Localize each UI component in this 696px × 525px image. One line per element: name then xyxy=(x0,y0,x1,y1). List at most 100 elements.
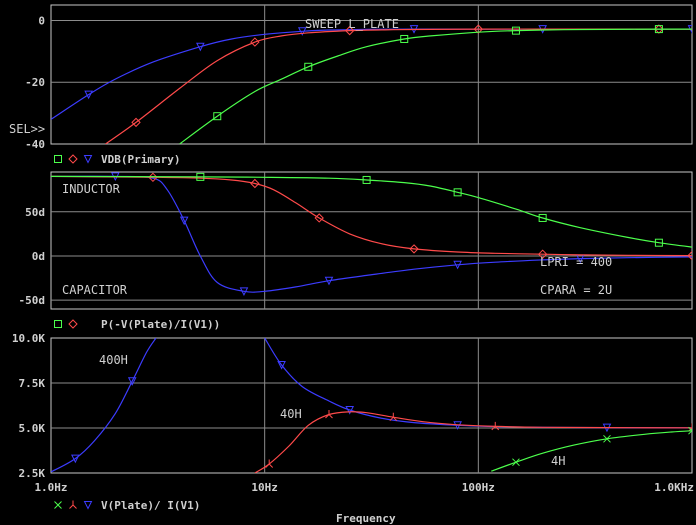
panel3-grid xyxy=(50,337,693,474)
panel1-legend-text: VDB(Primary) xyxy=(101,153,180,166)
series-marker-green xyxy=(213,112,222,121)
x-tick-label: 1.0KHz xyxy=(654,481,694,494)
series-marker-red xyxy=(687,250,692,261)
series-marker-green xyxy=(538,213,547,222)
annotation-cpara: CPARA = 2U xyxy=(540,283,612,297)
series-line-blue xyxy=(51,175,692,293)
series-marker-red xyxy=(409,244,419,254)
x-axis-ticks: 1.0Hz 10Hz 100Hz 1.0KHz xyxy=(34,481,694,494)
panel2-y-ticks: 50d 0d -50d xyxy=(19,206,46,307)
series-line-green xyxy=(51,175,692,248)
series-marker-green xyxy=(362,175,371,184)
y-tick-label: 7.5K xyxy=(19,377,46,390)
series-marker-red xyxy=(250,37,260,47)
panel3-series xyxy=(51,338,692,473)
series-marker-blue xyxy=(345,406,355,415)
legend-marker-red xyxy=(68,154,78,164)
panel-frame xyxy=(50,4,693,145)
series-marker-green xyxy=(688,426,692,435)
series-marker-green xyxy=(196,172,205,181)
panel1-legend xyxy=(54,154,93,164)
series-marker-blue xyxy=(127,377,137,386)
series-marker-red xyxy=(265,459,274,468)
series-line-red xyxy=(254,411,692,473)
panel3-y-ticks: 10.0K 7.5K 5.0K 2.5K xyxy=(12,332,45,480)
series-marker-red xyxy=(537,249,548,259)
series-marker-blue xyxy=(277,361,286,370)
annotation-inductor: INDUCTOR xyxy=(62,182,121,196)
x-tick-label: 100Hz xyxy=(462,481,495,494)
series-marker-green xyxy=(654,25,663,34)
panel1-series xyxy=(51,24,692,144)
series-marker-red xyxy=(325,410,333,419)
panel2-grid xyxy=(50,171,693,310)
legend-marker-green xyxy=(54,320,62,328)
series-marker-green xyxy=(511,26,520,35)
series-marker-green xyxy=(453,188,462,197)
y-tick-label: 5.0K xyxy=(19,422,46,435)
series-marker-blue xyxy=(239,287,249,296)
series-marker-blue xyxy=(71,454,80,464)
series-marker-green xyxy=(654,238,663,247)
chart-title: SWEEP L_PLATE xyxy=(305,17,399,31)
y-tick-label: 2.5K xyxy=(19,467,46,480)
panel-vdb: 0 -20 -40 SWEEP L_PLATE SEL>> VDB(Primary) xyxy=(9,4,693,166)
legend-marker-blue xyxy=(83,155,93,164)
legend-marker-red xyxy=(68,319,78,329)
series-marker-green xyxy=(603,434,611,443)
y-tick-label: -40 xyxy=(25,138,45,151)
y-tick-label: 0 xyxy=(38,14,45,27)
series-marker-red xyxy=(491,421,500,431)
annotation-400h: 400H xyxy=(99,353,128,367)
series-line-red xyxy=(51,175,692,257)
series-marker-red xyxy=(473,24,484,34)
series-group xyxy=(51,24,692,144)
series-marker-red xyxy=(344,25,355,36)
panel-impedance: 10.0K 7.5K 5.0K 2.5K 1.0Hz 10Hz 100Hz 1.0KHz 4… xyxy=(12,332,694,525)
legend-marker-blue xyxy=(83,501,93,510)
series-group xyxy=(51,172,692,296)
x-tick-label: 1.0Hz xyxy=(34,481,67,494)
y-tick-label: -20 xyxy=(25,76,45,89)
panel1-y-ticks: 0 -20 -40 xyxy=(25,14,45,151)
y-tick-label: 50d xyxy=(25,206,45,219)
y-tick-label: 10.0K xyxy=(12,332,45,345)
legend-marker-red xyxy=(69,500,77,509)
annotation-lpri: LPRI = 400 xyxy=(540,255,612,269)
x-axis-label: Frequency xyxy=(336,512,396,525)
annotation-4h: 4H xyxy=(551,454,565,468)
series-group xyxy=(51,338,692,473)
panel-frame xyxy=(50,171,693,310)
series-marker-blue xyxy=(297,27,307,36)
series-marker-green xyxy=(304,62,313,71)
series-marker-blue xyxy=(179,216,189,226)
annotation-capacitor: CAPACITOR xyxy=(62,283,128,297)
series-marker-red xyxy=(389,412,398,422)
series-marker-red xyxy=(314,213,324,223)
y-tick-label: -50d xyxy=(19,294,46,307)
series-marker-green xyxy=(400,34,409,43)
series-marker-blue xyxy=(196,42,205,52)
series-line-green xyxy=(491,430,692,472)
x-tick-label: 10Hz xyxy=(251,481,278,494)
legend-marker-green xyxy=(54,155,62,163)
series-marker-red xyxy=(131,117,141,128)
series-marker-blue xyxy=(324,276,334,286)
panel2-series xyxy=(51,172,692,296)
panel2-legend xyxy=(54,319,78,329)
selector-label[interactable]: SEL>> xyxy=(9,122,45,136)
series-marker-blue xyxy=(453,260,462,270)
series-marker-green xyxy=(512,458,520,467)
series-marker-red xyxy=(250,178,260,189)
legend-marker-green xyxy=(54,501,62,509)
panel3-legend xyxy=(54,500,93,510)
series-line-green xyxy=(179,28,692,144)
panel-frame xyxy=(50,337,693,474)
panel2-legend-text: P(-V(Plate)/I(V1)) xyxy=(101,318,220,331)
panel3-legend-text: V(Plate)/ I(V1) xyxy=(101,499,200,512)
y-tick-label: 0d xyxy=(32,250,45,263)
panel1-grid xyxy=(50,4,693,145)
series-marker-blue xyxy=(84,90,93,100)
annotation-40h: 40H xyxy=(280,407,302,421)
